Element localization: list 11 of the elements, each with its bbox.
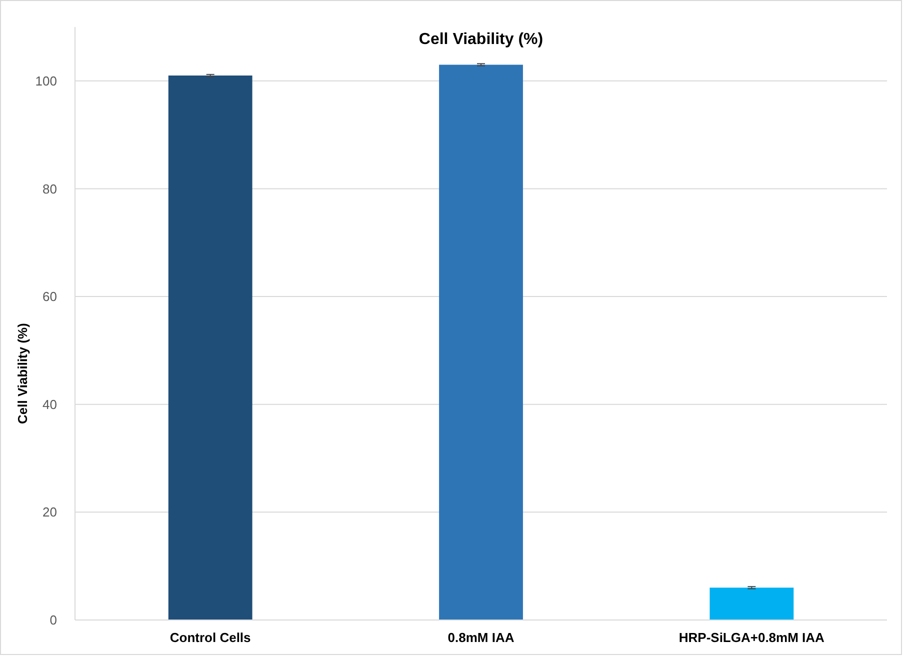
chart-title: Cell Viability (%) [418,31,544,48]
y-axis-title: Cell Viability (%) [15,323,30,424]
y-tick-label: 0 [50,612,57,628]
y-tick-label: 40 [42,396,57,412]
y-tick-label: 80 [42,181,57,196]
y-tick-label: 60 [42,289,57,304]
x-tick-label: HRP-SiLGA+0.8mM IAA [678,630,826,645]
y-tick-label: 100 [35,73,57,88]
x-tick-label: Control Cells [170,630,251,645]
y-tick-label: 20 [42,504,57,520]
x-tick-label: 0.8mM IAA [448,630,515,645]
